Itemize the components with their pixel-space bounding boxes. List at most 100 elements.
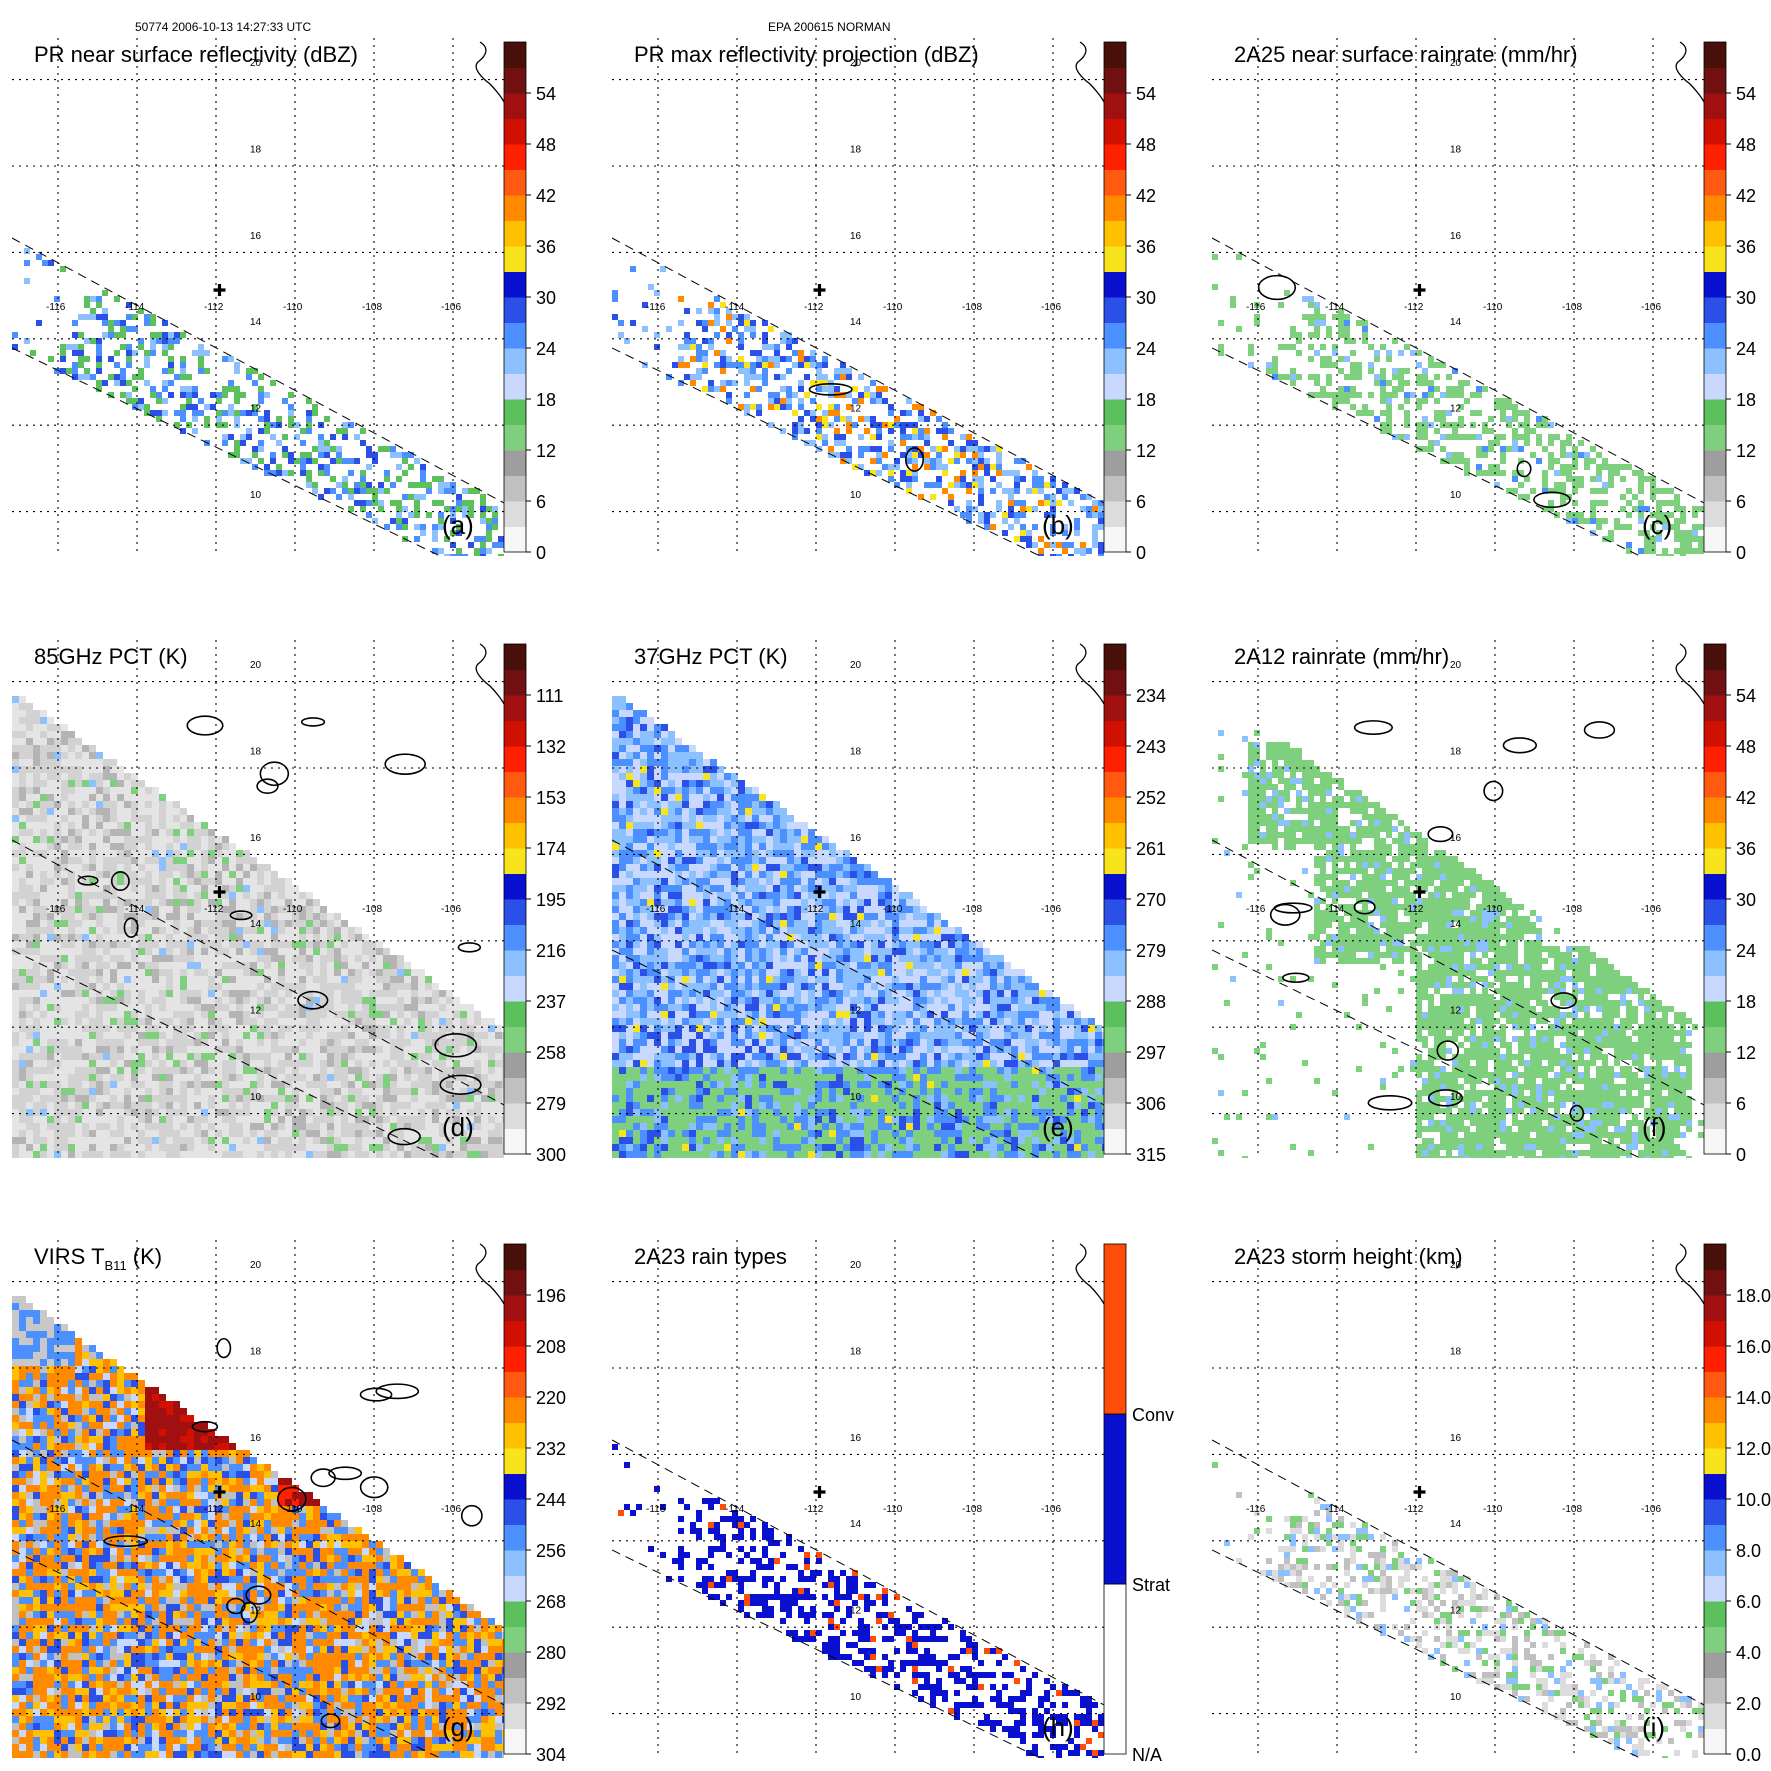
- field-cell: [33, 724, 40, 731]
- field-cell: [110, 878, 117, 885]
- field-cell: [84, 296, 90, 302]
- colorbar-tick-label: 54: [536, 84, 556, 104]
- field-cell: [411, 1088, 418, 1095]
- field-cell: [180, 392, 186, 398]
- field-cell: [187, 913, 194, 920]
- field-cell: [468, 512, 474, 518]
- field-cell: [89, 1060, 96, 1067]
- field-cell: [411, 969, 418, 976]
- field-cell: [108, 374, 114, 380]
- field-cell: [320, 1137, 327, 1144]
- field-cell: [1506, 488, 1512, 494]
- field-cell: [156, 338, 162, 344]
- field-cell: [201, 1088, 208, 1095]
- field-cell: [1530, 488, 1536, 494]
- field-cell: [936, 416, 942, 422]
- field-cell: [36, 254, 42, 260]
- field-cell: [145, 808, 152, 815]
- field-cell: [229, 990, 236, 997]
- header-timestamp: 50774 2006-10-13 14:27:33 UTC: [135, 20, 312, 34]
- field-cell: [82, 892, 89, 899]
- field-cell: [54, 878, 61, 885]
- field-cell: [180, 822, 187, 829]
- field-cell: [124, 787, 131, 794]
- field-cell: [1464, 398, 1470, 404]
- field-cell: [145, 969, 152, 976]
- field-cell: [792, 428, 798, 434]
- field-cell: [299, 1018, 306, 1025]
- field-cell: [966, 512, 972, 518]
- field-cell: [187, 927, 194, 934]
- field-cell: [960, 446, 966, 452]
- field-cell: [173, 906, 180, 913]
- field-cell: [822, 440, 828, 446]
- field-cell: [414, 512, 420, 518]
- field-cell: [390, 1039, 397, 1046]
- field-cell: [984, 524, 990, 530]
- field-cell: [257, 878, 264, 885]
- field-cell: [1560, 470, 1566, 476]
- field-cell: [1524, 494, 1530, 500]
- field-cell: [376, 1144, 383, 1151]
- field-cell: [257, 1144, 264, 1151]
- field-cell: [1626, 488, 1632, 494]
- field-cell: [19, 822, 26, 829]
- field-cell: [1674, 500, 1680, 506]
- field-cell: [82, 836, 89, 843]
- field-cell: [404, 1081, 411, 1088]
- field-cell: [61, 780, 68, 787]
- field-cell: [131, 976, 138, 983]
- field-cell: [257, 1130, 264, 1137]
- field-cell: [1368, 392, 1374, 398]
- field-cell: [47, 815, 54, 822]
- colorbar-tick-label: 48: [1136, 135, 1156, 155]
- field-cell: [432, 1095, 439, 1102]
- field-cell: [1452, 392, 1458, 398]
- field-cell: [61, 745, 68, 752]
- field-cell: [1392, 338, 1398, 344]
- field-cell: [198, 344, 204, 350]
- field-cell: [1560, 500, 1566, 506]
- field-cell: [250, 1018, 257, 1025]
- field-cell: [334, 1074, 341, 1081]
- field-cell: [418, 1060, 425, 1067]
- field-cell: [502, 1102, 504, 1109]
- field-cell: [453, 1102, 460, 1109]
- field-cell: [1470, 422, 1476, 428]
- field-cell: [792, 410, 798, 416]
- field-cell: [888, 422, 894, 428]
- field-cell: [110, 1025, 117, 1032]
- colorbar-segment: [504, 144, 526, 170]
- field-cell: [1404, 410, 1410, 416]
- field-cell: [425, 1088, 432, 1095]
- field-cell: [75, 913, 82, 920]
- field-cell: [327, 1151, 334, 1158]
- field-cell: [12, 794, 19, 801]
- field-cell: [1086, 548, 1092, 554]
- field-cell: [1542, 506, 1548, 512]
- field-cell: [257, 1123, 264, 1130]
- field-cell: [1494, 434, 1500, 440]
- field-cell: [1062, 488, 1068, 494]
- field-cell: [341, 1109, 348, 1116]
- field-cell: [495, 1130, 502, 1137]
- field-cell: [96, 892, 103, 899]
- field-cell: [1680, 530, 1686, 536]
- field-cell: [299, 1109, 306, 1116]
- field-cell: [89, 1032, 96, 1039]
- field-cell: [159, 1116, 166, 1123]
- field-cell: [1098, 506, 1104, 512]
- field-cell: [654, 290, 660, 296]
- field-cell: [341, 997, 348, 1004]
- field-cell: [271, 1130, 278, 1137]
- field-cell: [222, 927, 229, 934]
- field-cell: [75, 1011, 82, 1018]
- field-cell: [61, 955, 68, 962]
- field-cell: [397, 1130, 404, 1137]
- field-cell: [110, 1067, 117, 1074]
- field-cell: [1398, 434, 1404, 440]
- colorbar-segment: [1104, 297, 1126, 323]
- field-cell: [187, 1123, 194, 1130]
- field-cell: [271, 1109, 278, 1116]
- field-cell: [306, 990, 313, 997]
